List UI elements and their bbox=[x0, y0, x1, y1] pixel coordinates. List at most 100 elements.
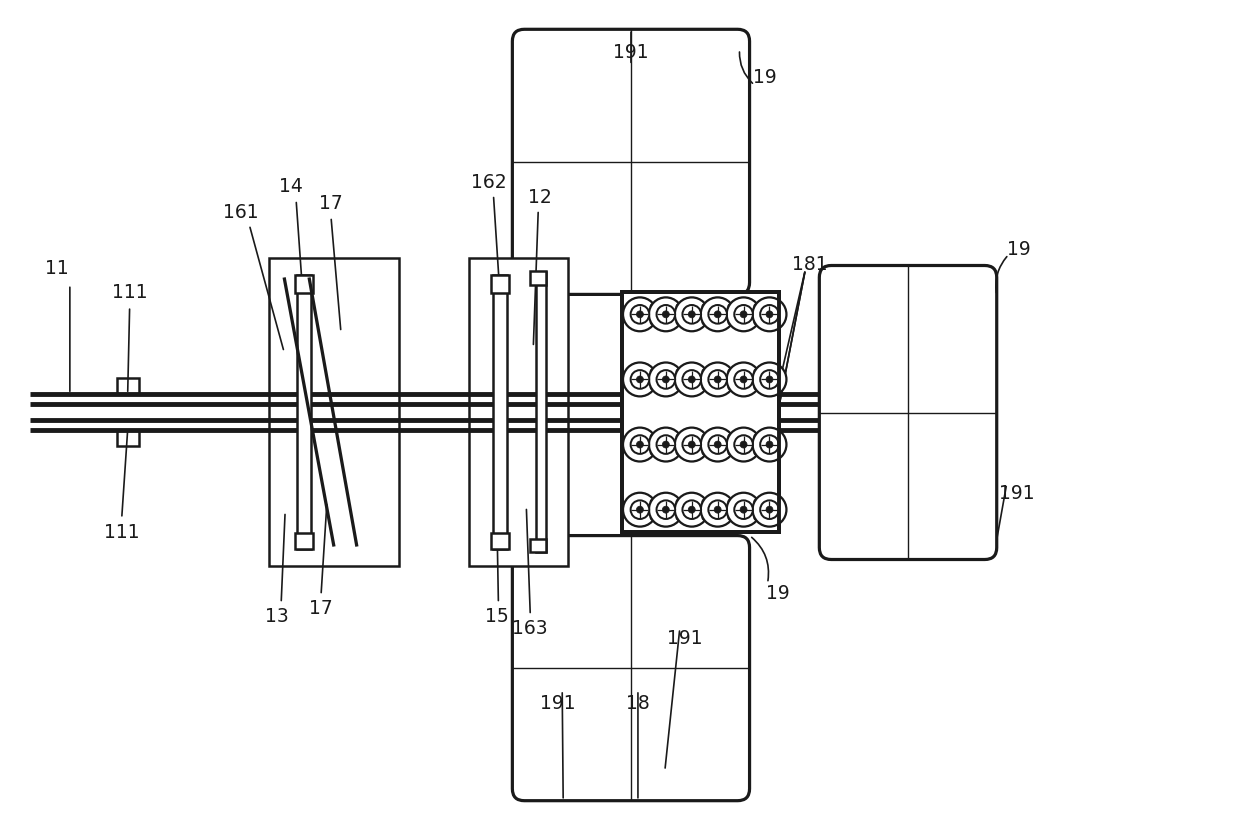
Bar bbox=[469, 258, 568, 566]
Circle shape bbox=[760, 370, 779, 389]
Circle shape bbox=[651, 434, 656, 439]
Text: 12: 12 bbox=[528, 188, 552, 207]
Circle shape bbox=[753, 493, 786, 527]
Text: 19: 19 bbox=[753, 68, 776, 87]
FancyBboxPatch shape bbox=[512, 30, 749, 294]
Text: 17: 17 bbox=[309, 599, 332, 618]
Circle shape bbox=[688, 376, 696, 383]
Text: 15: 15 bbox=[485, 606, 508, 625]
Bar bbox=[295, 275, 312, 293]
Circle shape bbox=[766, 311, 773, 318]
Text: 111: 111 bbox=[112, 283, 148, 302]
Circle shape bbox=[760, 435, 779, 454]
Circle shape bbox=[651, 369, 656, 374]
Circle shape bbox=[714, 441, 722, 448]
Circle shape bbox=[766, 441, 773, 448]
Circle shape bbox=[651, 450, 656, 455]
Circle shape bbox=[728, 369, 733, 374]
Circle shape bbox=[682, 370, 701, 389]
Circle shape bbox=[636, 441, 644, 448]
FancyBboxPatch shape bbox=[512, 536, 749, 801]
Circle shape bbox=[662, 441, 670, 448]
Circle shape bbox=[662, 506, 670, 513]
Circle shape bbox=[734, 500, 753, 519]
Circle shape bbox=[728, 434, 733, 439]
Circle shape bbox=[676, 320, 681, 325]
Circle shape bbox=[714, 376, 722, 383]
Circle shape bbox=[734, 370, 753, 389]
Text: 11: 11 bbox=[45, 259, 68, 278]
Circle shape bbox=[662, 311, 670, 318]
Circle shape bbox=[728, 499, 733, 504]
Bar bbox=[117, 378, 139, 394]
Circle shape bbox=[676, 515, 681, 520]
Circle shape bbox=[708, 305, 727, 324]
Bar bbox=[295, 532, 312, 549]
Circle shape bbox=[656, 500, 675, 519]
Circle shape bbox=[701, 493, 734, 527]
Circle shape bbox=[702, 385, 707, 390]
Text: 19: 19 bbox=[765, 584, 790, 603]
Circle shape bbox=[675, 297, 709, 331]
Circle shape bbox=[702, 515, 707, 520]
Circle shape bbox=[676, 369, 681, 374]
Circle shape bbox=[754, 450, 759, 455]
Text: 13: 13 bbox=[265, 606, 289, 625]
Circle shape bbox=[701, 428, 734, 461]
Circle shape bbox=[649, 428, 683, 461]
Circle shape bbox=[754, 385, 759, 390]
Circle shape bbox=[702, 450, 707, 455]
Circle shape bbox=[636, 311, 644, 318]
FancyBboxPatch shape bbox=[820, 265, 997, 559]
Circle shape bbox=[622, 428, 657, 461]
Circle shape bbox=[631, 370, 650, 389]
Bar bbox=[491, 532, 510, 549]
Circle shape bbox=[734, 305, 753, 324]
Text: 191: 191 bbox=[613, 43, 649, 62]
Circle shape bbox=[708, 435, 727, 454]
Bar bbox=[491, 275, 510, 293]
Circle shape bbox=[651, 499, 656, 504]
Circle shape bbox=[728, 320, 733, 325]
Circle shape bbox=[675, 493, 709, 527]
Circle shape bbox=[622, 493, 657, 527]
Circle shape bbox=[714, 506, 722, 513]
Circle shape bbox=[688, 311, 696, 318]
Circle shape bbox=[766, 506, 773, 513]
Circle shape bbox=[649, 297, 683, 331]
Circle shape bbox=[753, 363, 786, 396]
Circle shape bbox=[760, 500, 779, 519]
Circle shape bbox=[727, 428, 760, 461]
Circle shape bbox=[740, 506, 746, 513]
Circle shape bbox=[631, 435, 650, 454]
Text: 181: 181 bbox=[791, 255, 827, 274]
Circle shape bbox=[714, 311, 722, 318]
Circle shape bbox=[702, 304, 707, 309]
Circle shape bbox=[728, 515, 733, 520]
Circle shape bbox=[649, 493, 683, 527]
Circle shape bbox=[740, 311, 746, 318]
Circle shape bbox=[753, 297, 786, 331]
Text: 191: 191 bbox=[541, 694, 577, 713]
Bar bbox=[536, 273, 547, 551]
Circle shape bbox=[682, 435, 701, 454]
Circle shape bbox=[636, 376, 644, 383]
Text: 191: 191 bbox=[667, 629, 703, 648]
Circle shape bbox=[754, 320, 759, 325]
Bar bbox=[531, 271, 547, 285]
Circle shape bbox=[753, 428, 786, 461]
Circle shape bbox=[740, 441, 746, 448]
Circle shape bbox=[754, 304, 759, 309]
Bar bbox=[622, 293, 780, 531]
Circle shape bbox=[662, 376, 670, 383]
Circle shape bbox=[656, 370, 675, 389]
Text: 19: 19 bbox=[1007, 240, 1030, 259]
Circle shape bbox=[656, 305, 675, 324]
Circle shape bbox=[754, 499, 759, 504]
Circle shape bbox=[651, 304, 656, 309]
Circle shape bbox=[688, 506, 696, 513]
Circle shape bbox=[682, 305, 701, 324]
Circle shape bbox=[675, 363, 709, 396]
Circle shape bbox=[651, 320, 656, 325]
Circle shape bbox=[701, 363, 734, 396]
